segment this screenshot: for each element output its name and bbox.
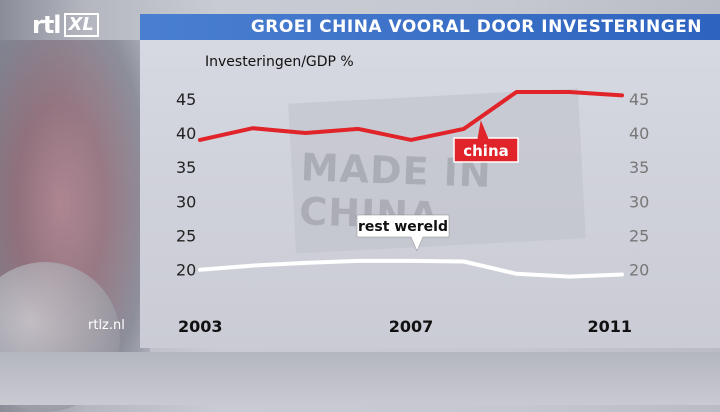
china-series-label: china <box>463 142 509 160</box>
y-tick-right-25: 25 <box>629 227 649 246</box>
rest-wereld-series-label: rest wereld <box>358 219 448 235</box>
y-tick-right-40: 40 <box>629 124 649 143</box>
y-tick-left-45: 45 <box>176 90 196 109</box>
y-tick-right-20: 20 <box>629 261 649 280</box>
y-tick-left-20: 20 <box>176 261 196 280</box>
x-tick-2003: 2003 <box>178 317 223 336</box>
series-line-china <box>200 92 622 140</box>
y-tick-left-40: 40 <box>176 124 196 143</box>
y-tick-left-35: 35 <box>176 158 196 177</box>
x-tick-2011: 2011 <box>587 317 632 336</box>
x-tick-2007: 2007 <box>389 317 434 336</box>
y-tick-left-30: 30 <box>176 192 196 211</box>
y-tick-right-35: 35 <box>629 158 649 177</box>
china-callout-pointer <box>478 122 488 139</box>
y-tick-left-25: 25 <box>176 227 196 246</box>
y-tick-right-30: 30 <box>629 192 649 211</box>
series-line-rest-wereld <box>200 261 622 277</box>
y-tick-right-45: 45 <box>629 90 649 109</box>
